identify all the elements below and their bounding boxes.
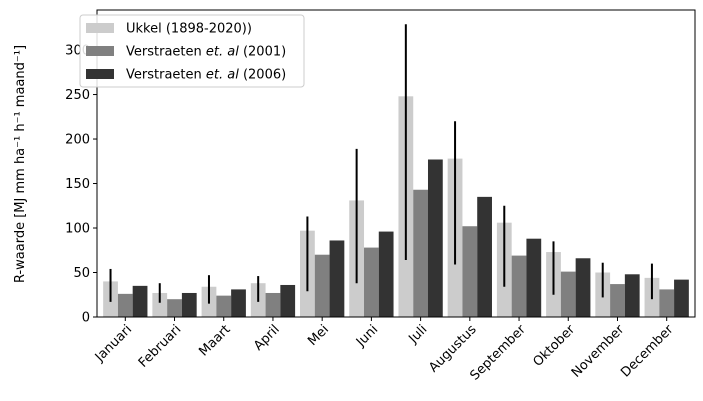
- axes-layer: [96, 9, 696, 318]
- bar-2-augustus: [462, 226, 478, 317]
- x-tick-label: Mei: [305, 322, 332, 349]
- errorbars-layer: [109, 24, 653, 304]
- bar-2-juli: [413, 189, 428, 317]
- bar-1-februari: [152, 292, 168, 317]
- bar-2-december: [659, 289, 675, 317]
- bar-2-oktober: [560, 271, 576, 317]
- x-tick-label: Januari: [92, 322, 135, 365]
- y-tick-label: 0: [82, 311, 90, 326]
- bar-3-juni: [378, 231, 394, 317]
- bar-2-februari: [167, 299, 182, 317]
- bar-3-januari: [132, 285, 148, 317]
- bar-3-juli: [427, 159, 443, 317]
- legend-swatch: [86, 46, 114, 56]
- y-axis-label: R-waarde [MJ mm ha⁻¹ h⁻¹ maand⁻¹]: [13, 45, 28, 283]
- bar-3-april: [280, 284, 296, 317]
- bars-layer: [103, 96, 689, 317]
- legend-label: Verstraeten et. al (2001): [126, 45, 286, 60]
- x-tick-label: December: [618, 322, 677, 381]
- legend: Ukkel (1898-2020)) Verstraeten et. al (20…: [79, 14, 305, 88]
- bar-2-april: [265, 292, 281, 317]
- y-tick-label: 100: [65, 222, 90, 237]
- legend-swatch: [86, 23, 114, 33]
- bar-2-januari: [117, 293, 133, 317]
- y-tick-label: 250: [65, 88, 90, 103]
- plot-frame: [96, 9, 696, 318]
- bar-3-november: [624, 274, 640, 317]
- bar-3-mei: [329, 240, 345, 317]
- bar-3-september: [526, 238, 542, 317]
- bar-3-oktober: [575, 258, 591, 317]
- x-tick-label: Juli: [405, 322, 430, 347]
- bar-2-juni: [364, 247, 379, 317]
- x-tick-label: Februari: [136, 322, 184, 370]
- bar-3-februari: [181, 292, 197, 317]
- bar-3-augustus: [477, 196, 492, 317]
- x-ticks: Januari Februari Maart April Mei Juni JuliAugu…: [92, 317, 677, 384]
- x-tick-label: Juni: [353, 322, 381, 350]
- y-tick-label: 50: [73, 266, 90, 281]
- legend-label: Verstraeten et. al (2006): [126, 68, 286, 83]
- x-tick-label: Maart: [196, 322, 233, 359]
- legend-frame: [79, 14, 305, 88]
- bar-3-maart: [231, 289, 246, 317]
- bar-2-maart: [216, 295, 232, 317]
- bar-2-september: [511, 255, 527, 317]
- x-tick-label: April: [251, 322, 283, 354]
- bar-2-november: [610, 284, 625, 317]
- legend-label: Ukkel (1898-2020)): [126, 22, 252, 37]
- bar-3-december: [674, 279, 689, 317]
- bar-2-mei: [314, 254, 330, 317]
- x-tick-label: Oktober: [530, 322, 578, 370]
- legend-swatch: [86, 69, 114, 79]
- y-tick-label: 200: [65, 133, 90, 148]
- y-tick-label: 150: [65, 177, 90, 192]
